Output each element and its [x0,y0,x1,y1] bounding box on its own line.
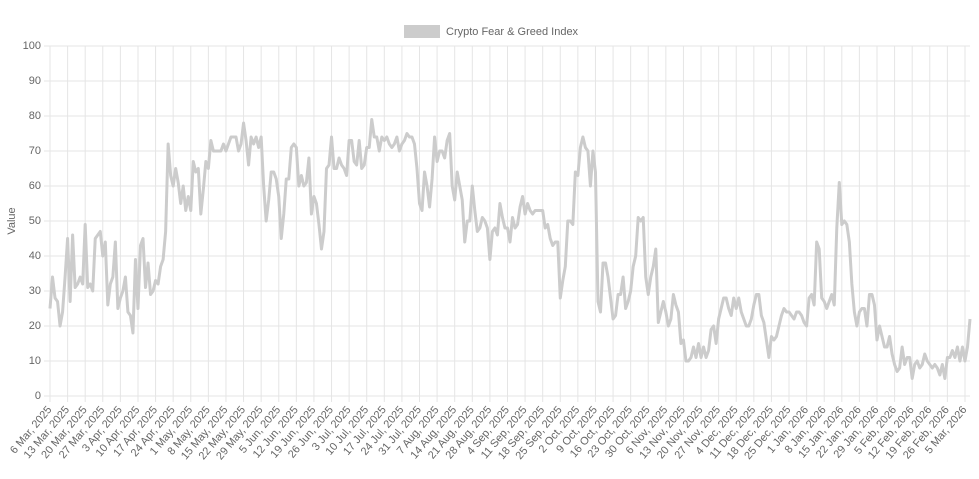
y-tick-label: 20 [29,320,41,332]
y-tick-label: 90 [29,75,41,87]
data-line [48,118,972,380]
legend-label[interactable]: Crypto Fear & Greed Index [446,26,579,38]
legend-swatch[interactable] [404,25,440,38]
y-tick-label: 30 [29,285,41,297]
y-tick-label: 0 [35,390,41,402]
y-tick-label: 40 [29,250,41,262]
y-tick-label: 50 [29,215,41,227]
y-axis-title: Value [6,207,18,234]
y-tick-label: 100 [23,40,41,52]
y-tick-label: 80 [29,110,41,122]
y-tick-label: 10 [29,355,41,367]
y-tick-label: 60 [29,180,41,192]
y-tick-label: 70 [29,145,41,157]
